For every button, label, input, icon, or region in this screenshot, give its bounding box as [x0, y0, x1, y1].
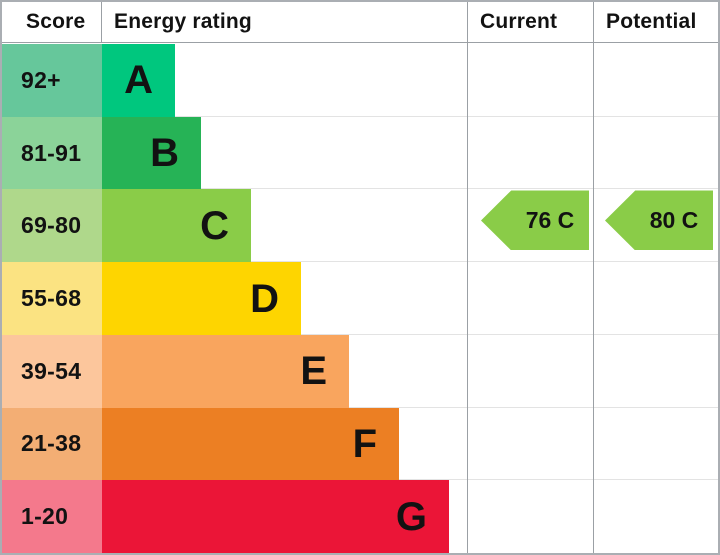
- column-divider-potential: [593, 2, 594, 553]
- header-potential-label: Potential: [606, 10, 697, 33]
- band-bar: G: [102, 480, 449, 553]
- header-current-label: Current: [480, 10, 558, 33]
- band-letter: D: [250, 276, 279, 321]
- band-row-e: 39-54 E: [2, 334, 718, 408]
- band-row-d: 55-68 D: [2, 262, 718, 335]
- potential-rating-arrow: 80 C: [605, 190, 713, 251]
- score-range-label: 81-91: [2, 116, 102, 190]
- band-bar: F: [102, 407, 399, 481]
- score-range-label: 69-80: [2, 189, 102, 263]
- band-bar: D: [102, 262, 301, 335]
- column-divider-current: [467, 2, 468, 553]
- band-letter: A: [124, 58, 153, 103]
- score-range-label: 1-20: [2, 480, 102, 553]
- band-bar: E: [102, 334, 349, 408]
- band-letter: F: [352, 421, 377, 466]
- score-range-label: 92+: [2, 44, 102, 117]
- row-divider: [2, 261, 718, 263]
- band-row-c: 69-80 C 76 C 80 C: [2, 189, 718, 263]
- row-divider: [2, 333, 718, 335]
- band-bar: B: [102, 116, 201, 190]
- band-letter: C: [200, 203, 229, 248]
- band-letter: E: [300, 349, 327, 394]
- header-energy-rating-label: Energy rating: [114, 10, 252, 33]
- row-divider: [2, 115, 718, 117]
- score-range-label: 21-38: [2, 407, 102, 481]
- band-bar: A: [102, 44, 175, 117]
- band-bar: C: [102, 189, 251, 263]
- band-rows: 92+ A 81-91 B 69-80 C 76 C 80 C 55-68: [2, 44, 718, 553]
- current-rating-arrow: 76 C: [481, 190, 589, 251]
- band-row-f: 21-38 F: [2, 407, 718, 481]
- band-letter: G: [395, 494, 427, 539]
- header-row: Score Energy rating Current Potential: [2, 2, 718, 43]
- band-row-g: 1-20 G: [2, 480, 718, 553]
- row-divider: [2, 406, 718, 408]
- row-divider: [2, 188, 718, 190]
- score-range-label: 39-54: [2, 334, 102, 408]
- score-range-label: 55-68: [2, 262, 102, 335]
- band-letter: B: [150, 131, 179, 176]
- band-row-b: 81-91 B: [2, 116, 718, 190]
- band-row-a: 92+ A: [2, 44, 718, 117]
- header-score-label: Score: [2, 2, 102, 42]
